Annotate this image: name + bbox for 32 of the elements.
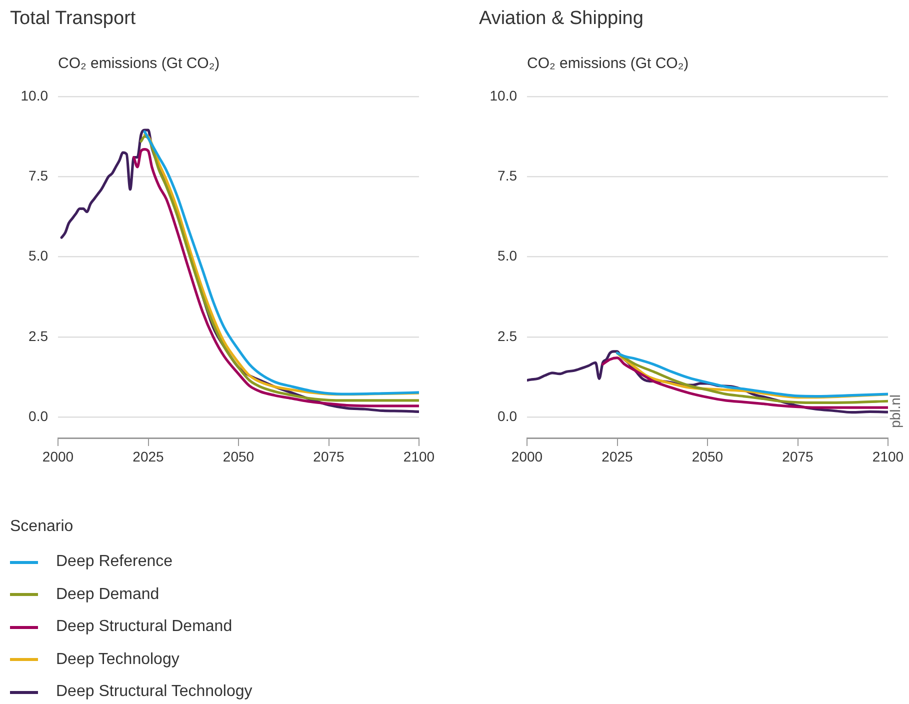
x-tick-label: 2100	[403, 448, 435, 464]
x-tick-label: 2000	[42, 448, 74, 464]
x-tick-label: 2050	[692, 448, 724, 464]
x-tick-label: 2075	[313, 448, 345, 464]
annotation: pbl.nl	[886, 394, 903, 428]
y-tick-label: 10.0	[20, 87, 48, 104]
legend-title: Scenario	[10, 518, 74, 536]
x-tick-label: 2025	[602, 448, 634, 464]
chart-title: Total Transport	[10, 8, 136, 30]
x-tick-label: 2050	[222, 448, 254, 464]
line-series	[602, 356, 888, 409]
y-tick-label: 5.0	[28, 248, 48, 264]
y-tick-label: 5.0	[498, 248, 518, 264]
x-tick-label: 2025	[132, 448, 164, 464]
y-axis-title: CO₂ emissions (Gt CO₂)	[527, 55, 689, 72]
x-tick-label: 2000	[511, 448, 543, 464]
y-tick-label: 2.5	[28, 328, 48, 344]
legend-label: Deep Reference	[56, 553, 173, 572]
legend-label: Deep Technology	[56, 650, 180, 669]
x-tick-label: 2075	[782, 448, 814, 464]
y-tick-label: 0.0	[498, 408, 518, 424]
chart-title: Aviation & Shipping	[479, 8, 644, 30]
legend-label: Deep Structural Technology	[56, 683, 252, 702]
y-tick-label: 10.0	[490, 87, 518, 104]
y-axis-title: CO₂ emissions (Gt CO₂)	[58, 55, 220, 72]
x-tick-label: 2100	[872, 448, 904, 464]
legend-label: Deep Demand	[56, 586, 160, 604]
y-tick-label: 0.0	[28, 408, 48, 424]
y-tick-label: 2.5	[498, 328, 518, 344]
legend-label: Deep Structural Demand	[56, 618, 232, 636]
y-tick-label: 7.5	[498, 167, 518, 184]
y-tick-label: 7.5	[28, 167, 48, 184]
